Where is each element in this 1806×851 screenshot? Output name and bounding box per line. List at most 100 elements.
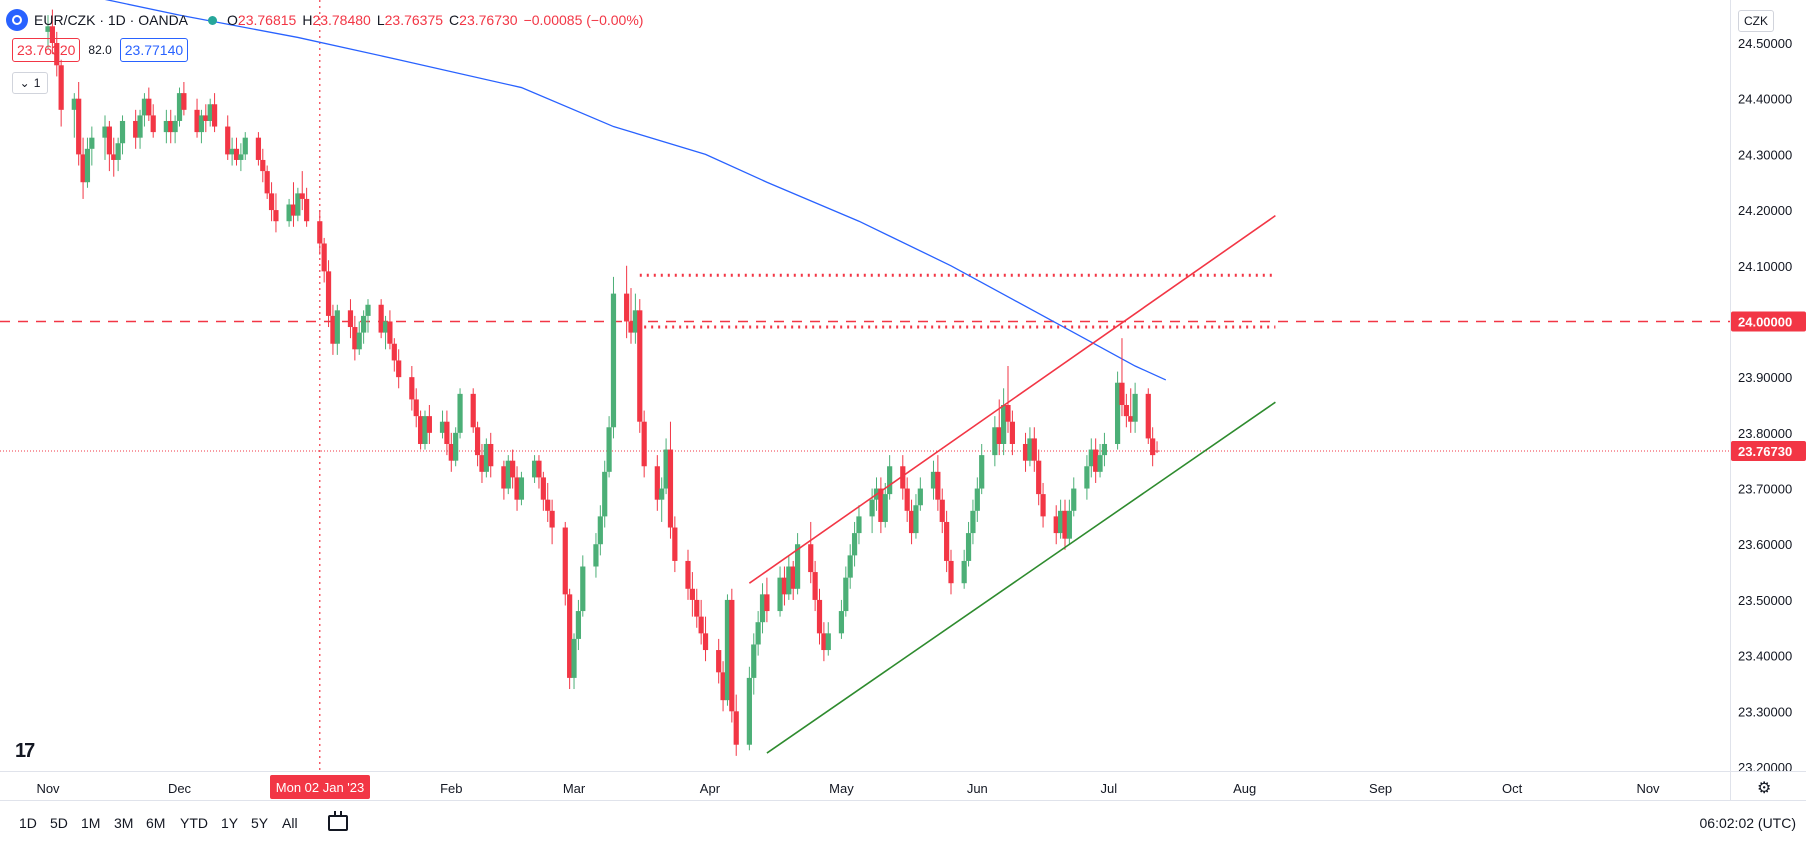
candle[interactable]	[54, 31, 60, 77]
candle[interactable]	[1123, 393, 1129, 428]
candle[interactable]	[777, 566, 783, 617]
candle[interactable]	[474, 421, 481, 467]
candle[interactable]	[606, 416, 612, 478]
candle[interactable]	[238, 143, 244, 172]
candle[interactable]	[663, 438, 669, 495]
candle[interactable]	[641, 410, 647, 478]
legend-collapse-button[interactable]: ⌄ 1	[12, 72, 48, 94]
candle[interactable]	[1084, 455, 1090, 500]
candle[interactable]	[1058, 499, 1064, 539]
candle[interactable]	[264, 165, 270, 199]
candle[interactable]	[439, 410, 446, 439]
candle[interactable]	[356, 321, 362, 355]
candle[interactable]	[198, 109, 205, 144]
candle[interactable]	[163, 109, 169, 144]
candle[interactable]	[1022, 432, 1029, 472]
candle[interactable]	[49, 9, 55, 55]
candle[interactable]	[84, 137, 91, 188]
candle[interactable]	[1093, 438, 1099, 483]
candle[interactable]	[1036, 449, 1042, 506]
candle[interactable]	[781, 566, 788, 606]
candle[interactable]	[602, 460, 608, 528]
candle[interactable]	[1150, 427, 1156, 467]
candle[interactable]	[409, 366, 415, 411]
moving-average-line[interactable]	[48, 0, 1167, 381]
candle[interactable]	[965, 521, 972, 567]
candle[interactable]	[207, 98, 213, 127]
candle[interactable]	[413, 388, 419, 428]
candle[interactable]	[347, 299, 354, 339]
candle[interactable]	[518, 471, 525, 506]
candle[interactable]	[106, 120, 112, 172]
candle[interactable]	[610, 276, 617, 439]
candle[interactable]	[764, 577, 770, 623]
date-range-icon[interactable]	[328, 811, 348, 831]
candle[interactable]	[672, 516, 678, 573]
candle[interactable]	[229, 137, 235, 166]
candle[interactable]	[746, 666, 752, 751]
candle[interactable]	[667, 421, 674, 539]
candle[interactable]	[119, 115, 126, 155]
candle[interactable]	[720, 661, 726, 712]
candle[interactable]	[597, 505, 603, 556]
candle[interactable]	[689, 572, 695, 617]
candle[interactable]	[974, 477, 980, 522]
candle[interactable]	[150, 104, 156, 138]
candle[interactable]	[501, 460, 507, 500]
candle[interactable]	[141, 93, 148, 127]
candle[interactable]	[133, 109, 139, 149]
tradingview-logo-icon[interactable]: 17	[15, 740, 35, 762]
candle[interactable]	[444, 410, 450, 456]
candle[interactable]	[685, 549, 691, 600]
range-button-5d[interactable]: 5D	[50, 815, 68, 831]
candle[interactable]	[882, 482, 888, 528]
candle[interactable]	[1040, 482, 1046, 528]
candle[interactable]	[290, 182, 297, 227]
candle[interactable]	[1031, 427, 1037, 472]
candle[interactable]	[843, 566, 849, 617]
candle[interactable]	[286, 198, 292, 227]
candle[interactable]	[1119, 338, 1125, 417]
candle[interactable]	[181, 81, 187, 116]
candle[interactable]	[1128, 388, 1134, 433]
candle[interactable]	[168, 109, 174, 144]
candle[interactable]	[194, 98, 200, 138]
gear-icon[interactable]: ⚙	[1757, 780, 1772, 797]
candle[interactable]	[825, 622, 831, 656]
candle[interactable]	[1101, 432, 1108, 467]
candle[interactable]	[878, 477, 884, 534]
candle[interactable]	[1027, 427, 1033, 467]
candle[interactable]	[102, 115, 108, 160]
candle[interactable]	[325, 260, 332, 328]
candle[interactable]	[724, 594, 731, 706]
candle[interactable]	[71, 93, 77, 138]
candle[interactable]	[729, 588, 735, 723]
candle[interactable]	[255, 132, 262, 166]
candle[interactable]	[900, 455, 906, 500]
candle[interactable]	[979, 443, 985, 495]
candle[interactable]	[426, 405, 432, 444]
candle[interactable]	[268, 182, 275, 222]
candle[interactable]	[299, 171, 305, 211]
candle[interactable]	[1132, 382, 1138, 433]
candle[interactable]	[702, 616, 709, 662]
candle[interactable]	[1066, 499, 1072, 545]
symbol-title[interactable]: EUR/CZK · 1D · OANDA	[34, 12, 189, 28]
candle[interactable]	[580, 555, 586, 617]
candle[interactable]	[514, 466, 520, 511]
candle[interactable]	[808, 521, 814, 584]
sell-price-button[interactable]: 23.76320	[12, 38, 81, 62]
candle[interactable]	[505, 455, 511, 495]
candle[interactable]	[334, 304, 340, 355]
candle[interactable]	[382, 315, 389, 350]
candle[interactable]	[115, 137, 121, 172]
range-button-ytd[interactable]: YTD	[180, 815, 208, 831]
candle[interactable]	[1145, 388, 1151, 444]
candle[interactable]	[851, 521, 858, 567]
candle[interactable]	[694, 588, 700, 628]
candle[interactable]	[58, 59, 64, 127]
candle[interactable]	[944, 510, 950, 573]
candle[interactable]	[273, 193, 279, 233]
candle[interactable]	[593, 533, 599, 578]
candle[interactable]	[1005, 366, 1011, 433]
